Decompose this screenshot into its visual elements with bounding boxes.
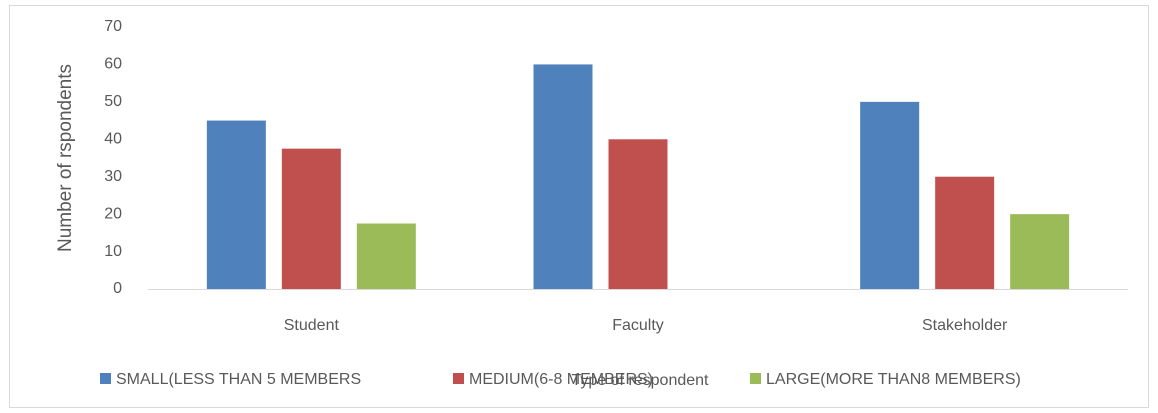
bar	[860, 101, 920, 289]
legend-label: SMALL(LESS THAN 5 MEMBERS	[116, 371, 361, 388]
x-tick-label: Faculty	[612, 317, 664, 334]
y-tick-label: 10	[104, 243, 122, 260]
y-tick-label: 30	[104, 168, 122, 185]
y-tick-label: 60	[104, 56, 122, 73]
legend-swatch	[453, 373, 464, 384]
bar	[935, 176, 995, 289]
y-tick-label: 70	[104, 18, 122, 35]
y-tick-label: 20	[104, 205, 122, 222]
y-tick-label: 40	[104, 131, 122, 148]
x-tick-label: Student	[284, 317, 340, 334]
y-tick-label: 50	[104, 93, 122, 110]
bar	[206, 120, 266, 289]
legend-label: LARGE(MORE THAN8 MEMBERS)	[766, 371, 1021, 388]
y-tick-label: 0	[113, 280, 122, 297]
bar	[356, 223, 416, 289]
x-tick-label: Stakeholder	[922, 317, 1008, 334]
legend-swatch	[750, 373, 761, 384]
bar	[608, 139, 668, 289]
legend-label: MEDIUM(6-8 MEMBERS)	[469, 371, 653, 388]
bar	[281, 148, 341, 289]
y-axis-title: Number of rspondents	[55, 64, 76, 252]
legend-swatch	[100, 373, 111, 384]
bar	[1010, 214, 1070, 289]
bar	[533, 64, 593, 289]
x-axis-title: Type of respondent	[572, 372, 710, 389]
